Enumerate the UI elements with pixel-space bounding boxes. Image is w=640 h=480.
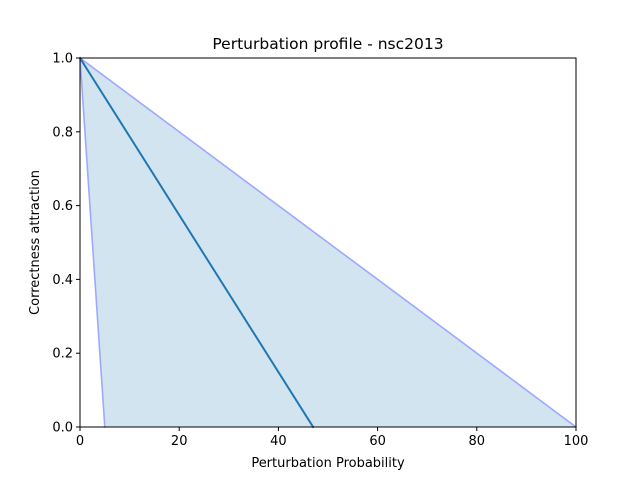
series-line-upper-bound [78, 56, 578, 429]
x-tick-label: 100 [564, 434, 589, 449]
y-tick-label: 0.2 [52, 347, 73, 362]
x-axis-ticks: 0 20 40 60 80 100 [76, 427, 589, 449]
series-line-lower-bound [79, 57, 106, 428]
series-line-main [78, 56, 315, 429]
x-tick-label: 80 [469, 434, 486, 449]
y-tick-label: 1.0 [52, 52, 73, 67]
y-tick-label: 0.6 [52, 199, 73, 214]
series-lines [78, 56, 578, 429]
x-tick-label: 0 [76, 434, 84, 449]
y-axis-label: Correctness attraction [28, 170, 43, 315]
y-tick-label: 0.4 [52, 273, 73, 288]
x-axis-label: Perturbation Probability [251, 456, 405, 471]
x-tick-label: 60 [369, 434, 386, 449]
chart-title: Perturbation profile - nsc2013 [212, 35, 443, 53]
plot-frame [79, 57, 577, 428]
y-tick-label: 0.8 [52, 125, 73, 140]
y-tick-label: 0.0 [52, 421, 73, 436]
x-tick-label: 40 [270, 434, 287, 449]
y-axis-ticks: 0.0 0.2 0.4 0.6 0.8 1.0 [52, 52, 80, 436]
x-tick-label: 20 [171, 434, 188, 449]
